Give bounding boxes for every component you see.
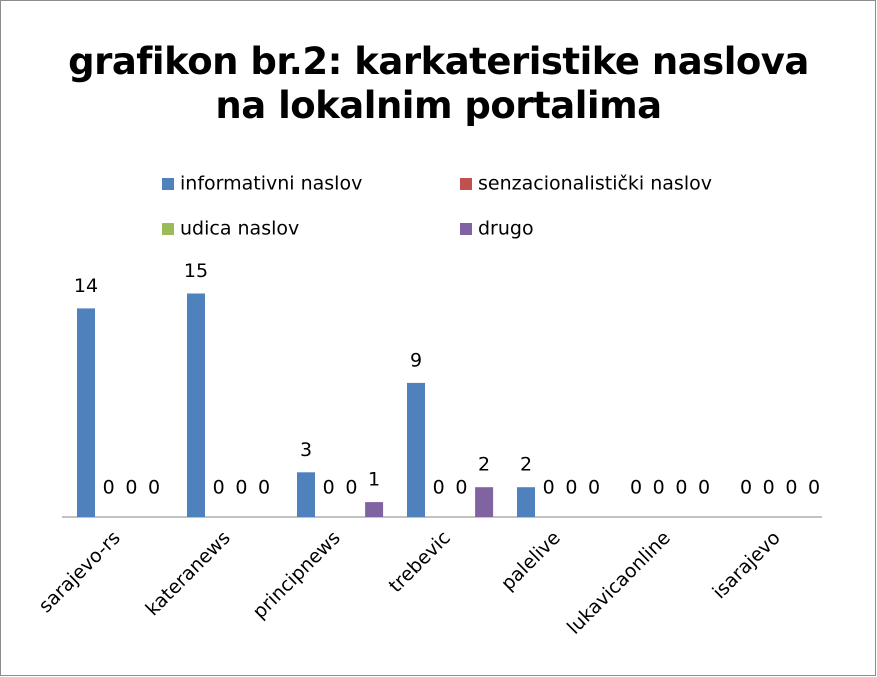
bar <box>187 293 205 517</box>
data-label: 9 <box>410 349 422 371</box>
data-label: 0 <box>565 477 577 499</box>
data-label: 3 <box>300 439 312 461</box>
chart-title: grafikon br.2: karkateristike naslova na… <box>68 40 809 127</box>
data-label: 0 <box>433 477 445 499</box>
bar <box>407 382 425 517</box>
legend-label: drugo <box>478 218 534 240</box>
data-label: 0 <box>543 477 555 499</box>
data-label: 14 <box>74 275 98 297</box>
bar <box>365 502 384 517</box>
bar <box>297 472 315 517</box>
legend-swatch <box>460 223 472 235</box>
data-label: 0 <box>258 477 270 499</box>
data-label: 0 <box>675 477 687 499</box>
legend-swatch <box>162 178 174 190</box>
data-label: 0 <box>235 477 247 499</box>
data-label: 0 <box>698 477 710 499</box>
data-label: 0 <box>763 477 775 499</box>
bar <box>77 308 95 517</box>
data-label: 0 <box>808 477 820 499</box>
bar <box>475 487 494 517</box>
legend-label: udica naslov <box>180 218 299 240</box>
legend-swatch <box>460 178 472 190</box>
data-label: 0 <box>213 477 225 499</box>
bar <box>517 487 535 517</box>
data-label: 0 <box>103 477 115 499</box>
data-label: 0 <box>323 477 335 499</box>
legend-swatch <box>162 223 174 235</box>
legend-label: senzacionalistički naslov <box>478 173 712 195</box>
data-label: 0 <box>455 477 467 499</box>
data-label: 15 <box>184 260 208 282</box>
data-label: 0 <box>630 477 642 499</box>
data-label: 0 <box>785 477 797 499</box>
data-label: 0 <box>125 477 137 499</box>
data-label: 2 <box>478 454 490 476</box>
data-label: 0 <box>148 477 160 499</box>
data-label: 0 <box>740 477 752 499</box>
legend-label: informativni naslov <box>180 173 362 195</box>
data-label: 1 <box>368 469 380 491</box>
data-label: 0 <box>653 477 665 499</box>
data-label: 0 <box>345 477 357 499</box>
data-label: 0 <box>588 477 600 499</box>
data-label: 2 <box>520 454 532 476</box>
